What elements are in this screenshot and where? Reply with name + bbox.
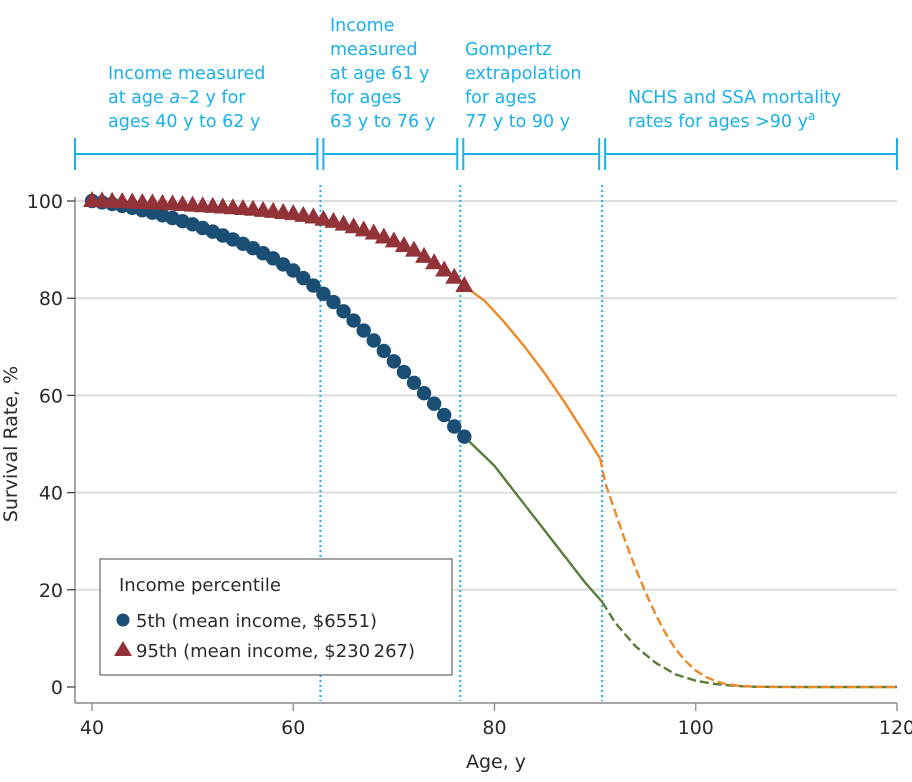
legend-entry-95th: 95th (mean income, $230 267) (136, 641, 415, 662)
segment-annotation-line: for ages (330, 88, 401, 108)
segment-annotations: Income measured at age a–2 y for ages 40 y… (74, 16, 898, 170)
data-point-95th (415, 246, 434, 263)
x-tick-label: 120 (879, 717, 912, 739)
segment-annotation-line: extrapolation (465, 64, 582, 84)
data-point-5th (406, 375, 422, 390)
data-point-5th (426, 396, 442, 411)
legend-box (99, 558, 453, 676)
data-point-5th (436, 407, 452, 423)
data-point-95th (354, 220, 373, 237)
series-dashed-line-95th (599, 458, 897, 689)
data-point-5th (386, 354, 402, 369)
legend-circle-icon (116, 613, 130, 627)
data-point-5th (296, 270, 311, 286)
segment-annotation-line: rates for ages >90 ya (628, 109, 815, 132)
data-point-95th (324, 211, 343, 228)
y-tick-label: 20 (39, 580, 63, 602)
data-point-95th (344, 217, 363, 234)
data-point-5th (326, 294, 341, 310)
data-point-5th (316, 286, 331, 302)
y-tick-label: 60 (39, 385, 63, 407)
data-point-95th (384, 231, 403, 248)
series-dashed-line-5th (601, 601, 897, 689)
data-point-95th (455, 276, 474, 293)
data-point-5th (306, 278, 321, 293)
segment-annotation-line: ages 40 y to 62 y (108, 112, 260, 132)
data-point-5th (286, 263, 301, 278)
data-point-5th (366, 333, 381, 348)
segment-annotation-line: at age 61 y (330, 64, 430, 84)
data-point-5th (396, 364, 412, 380)
segment-annotation-line: Gompertz (465, 40, 551, 60)
segment-annotation-line: Income (330, 16, 394, 36)
data-point-5th (376, 343, 392, 359)
data-point-95th (405, 240, 423, 257)
gridlines (75, 200, 897, 591)
segment-annotation-line: measured (330, 40, 417, 60)
y-tick-label: 80 (39, 288, 63, 310)
data-point-95th (364, 223, 383, 240)
y-tick-label: 0 (51, 677, 63, 699)
segment-annotation-line: for ages (465, 88, 536, 108)
segment-annotation-line: at age a–2 y for (108, 88, 246, 108)
data-point-95th (445, 267, 464, 284)
data-point-95th (334, 214, 353, 231)
data-point-5th (356, 323, 371, 338)
segment-annotation-line: 63 y to 76 y (330, 112, 435, 132)
y-tick-label: 100 (27, 191, 63, 213)
data-point-5th (336, 304, 351, 319)
legend-triangle-icon (114, 641, 132, 656)
legend-entry-5th: 5th (mean income, $6551) (136, 611, 377, 632)
x-tick-label: 60 (281, 717, 305, 739)
data-point-95th (314, 209, 333, 226)
series-line-5th (91, 199, 604, 603)
x-tick-label: 100 (678, 717, 714, 739)
data-point-5th (457, 429, 472, 444)
data-point-5th (447, 419, 462, 434)
data-point-95th (435, 260, 454, 277)
data-point-95th (394, 235, 413, 252)
segment-annotation-line: NCHS and SSA mortality (628, 88, 841, 108)
x-tick-label: 40 (80, 717, 104, 739)
series-line-95th (91, 199, 602, 460)
segment-annotation-line: 77 y to 90 y (465, 112, 570, 132)
data-point-95th (425, 253, 444, 270)
legend-title: Income percentile (119, 575, 281, 596)
x-axis-title: Age, y (466, 751, 526, 773)
y-tick-label: 40 (39, 483, 63, 505)
legend: Income percentile 5th (mean income, $655… (99, 558, 453, 676)
data-point-5th (416, 386, 432, 401)
segment-annotation-line: Income measured (108, 64, 265, 84)
data-point-5th (346, 313, 361, 328)
data-point-95th (374, 227, 393, 244)
series-markers (83, 191, 474, 444)
axes: 0 20 40 60 80 100 40 60 80 100 120 (27, 191, 912, 739)
y-axis-title: Survival Rate, % (0, 366, 22, 522)
x-tick-label: 80 (482, 717, 506, 739)
data-point-95th (304, 207, 323, 224)
